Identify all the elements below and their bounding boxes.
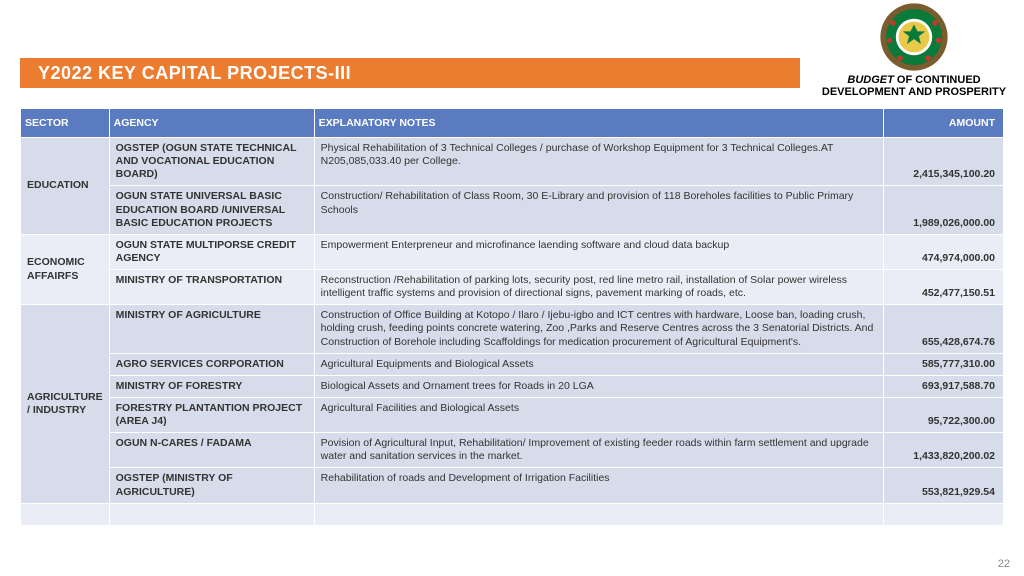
cell-empty: [314, 503, 883, 525]
table-row: AGRO SERVICES CORPORATIONAgricultural Eq…: [21, 353, 1004, 375]
th-notes: EXPLANATORY NOTES: [314, 109, 883, 138]
tagline-line2: DEVELOPMENT AND PROSPERITY: [822, 86, 1006, 98]
cell-empty: [884, 503, 1004, 525]
cell-notes: Agricultural Equipments and Biological A…: [314, 353, 883, 375]
table-row: OGUN N-CARES / FADAMAPovision of Agricul…: [21, 433, 1004, 468]
cell-sector: EDUCATION: [21, 138, 110, 235]
cell-notes: Povision of Agricultural Input, Rehabili…: [314, 433, 883, 468]
cell-agency: OGUN STATE MULTIPORSE CREDIT AGENCY: [109, 234, 314, 269]
table-row: FORESTRY PLANTANTION PROJECT (AREA J4)Ag…: [21, 397, 1004, 432]
cell-amount: 2,415,345,100.20: [884, 138, 1004, 186]
cell-agency: FORESTRY PLANTANTION PROJECT (AREA J4): [109, 397, 314, 432]
cell-agency: MINISTRY OF TRANSPORTATION: [109, 270, 314, 305]
cell-empty: [109, 503, 314, 525]
cell-notes: Construction/ Rehabilitation of Class Ro…: [314, 186, 883, 234]
cell-notes: Rehabilitation of roads and Development …: [314, 468, 883, 503]
page-number: 22: [998, 558, 1010, 570]
state-logo-block: BUDGET OF CONTINUED DEVELOPMENT AND PROS…: [814, 2, 1014, 98]
tagline-budget: BUDGET: [847, 74, 893, 86]
cell-amount: 1,433,820,200.02: [884, 433, 1004, 468]
cell-empty: [21, 503, 110, 525]
table-footer-row: [21, 503, 1004, 525]
cell-sector: ECONOMIC AFFAIRFS: [21, 234, 110, 305]
th-amount: AMOUNT: [884, 109, 1004, 138]
cell-notes: Biological Assets and Ornament trees for…: [314, 375, 883, 397]
cell-notes: Empowerment Enterpreneur and microfinanc…: [314, 234, 883, 269]
table-row: OGSTEP (MINISTRY OF AGRICULTURE)Rehabili…: [21, 468, 1004, 503]
title-bar: Y2022 KEY CAPITAL PROJECTS-III: [20, 58, 800, 88]
table-row: MINISTRY OF TRANSPORTATIONReconstruction…: [21, 270, 1004, 305]
cell-notes: Reconstruction /Rehabilitation of parkin…: [314, 270, 883, 305]
cell-agency: OGSTEP (MINISTRY OF AGRICULTURE): [109, 468, 314, 503]
page-title: Y2022 KEY CAPITAL PROJECTS-III: [38, 63, 351, 84]
table-row: MINISTRY OF FORESTRYBiological Assets an…: [21, 375, 1004, 397]
state-seal-icon: [879, 2, 949, 72]
table-row: OGUN STATE UNIVERSAL BASIC EDUCATION BOA…: [21, 186, 1004, 234]
cell-notes: Physical Rehabilitation of 3 Technical C…: [314, 138, 883, 186]
table-row: ECONOMIC AFFAIRFSOGUN STATE MULTIPORSE C…: [21, 234, 1004, 269]
cell-amount: 452,477,150.51: [884, 270, 1004, 305]
cell-notes: Construction of Office Building at Kotop…: [314, 305, 883, 353]
cell-notes: Agricultural Facilities and Biological A…: [314, 397, 883, 432]
cell-agency: MINISTRY OF FORESTRY: [109, 375, 314, 397]
tagline-rest1: OF CONTINUED: [894, 74, 981, 86]
cell-amount: 693,917,588.70: [884, 375, 1004, 397]
cell-amount: 553,821,929.54: [884, 468, 1004, 503]
cell-amount: 1,989,026,000.00: [884, 186, 1004, 234]
cell-amount: 585,777,310.00: [884, 353, 1004, 375]
logo-tagline: BUDGET OF CONTINUED DEVELOPMENT AND PROS…: [814, 74, 1014, 98]
projects-table: SECTOR AGENCY EXPLANATORY NOTES AMOUNT E…: [20, 108, 1004, 526]
table-row: EDUCATIONOGSTEP (OGUN STATE TECHNICAL AN…: [21, 138, 1004, 186]
cell-agency: OGUN N-CARES / FADAMA: [109, 433, 314, 468]
cell-amount: 655,428,674.76: [884, 305, 1004, 353]
cell-sector: AGRICULTURE / INDUSTRY: [21, 305, 110, 503]
cell-amount: 95,722,300.00: [884, 397, 1004, 432]
cell-agency: AGRO SERVICES CORPORATION: [109, 353, 314, 375]
projects-table-wrap: SECTOR AGENCY EXPLANATORY NOTES AMOUNT E…: [20, 108, 1004, 526]
cell-agency: MINISTRY OF AGRICULTURE: [109, 305, 314, 353]
cell-amount: 474,974,000.00: [884, 234, 1004, 269]
cell-agency: OGSTEP (OGUN STATE TECHNICAL AND VOCATIO…: [109, 138, 314, 186]
table-header-row: SECTOR AGENCY EXPLANATORY NOTES AMOUNT: [21, 109, 1004, 138]
th-sector: SECTOR: [21, 109, 110, 138]
table-row: AGRICULTURE / INDUSTRYMINISTRY OF AGRICU…: [21, 305, 1004, 353]
cell-agency: OGUN STATE UNIVERSAL BASIC EDUCATION BOA…: [109, 186, 314, 234]
th-agency: AGENCY: [109, 109, 314, 138]
